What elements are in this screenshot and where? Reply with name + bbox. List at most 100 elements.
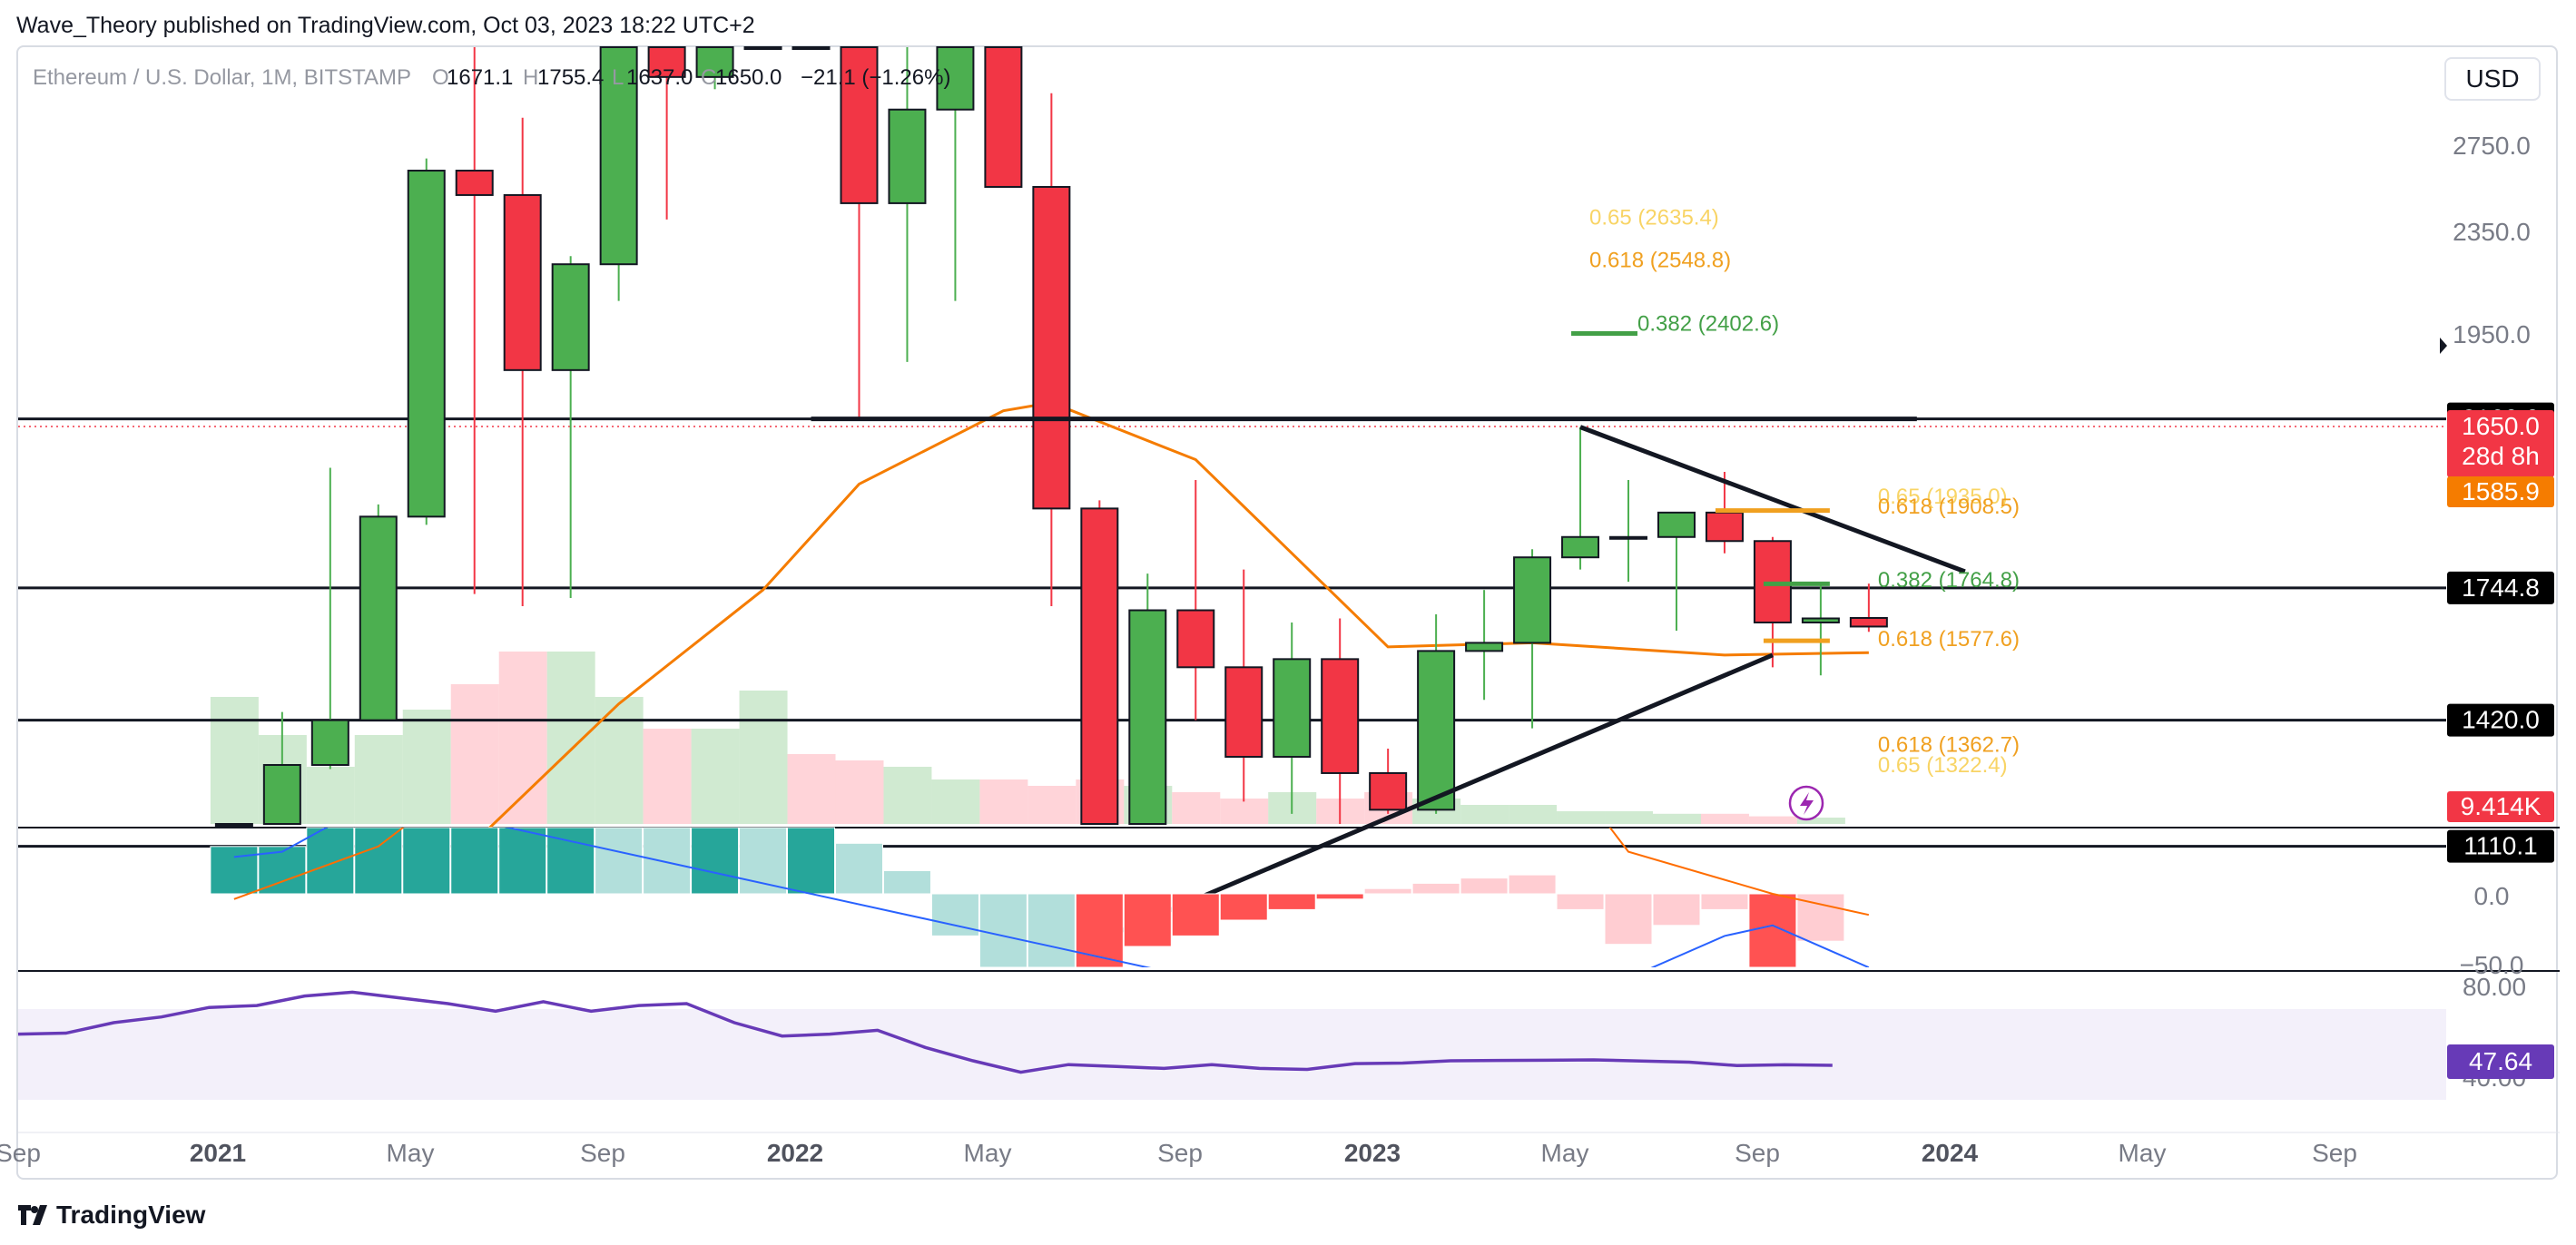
last-price-text: 1650.0: [2462, 412, 2540, 440]
price-axis-tick: 1950.0: [2453, 320, 2531, 348]
candle-body: [1657, 511, 1696, 538]
price-axis-tick: 2750.0: [2453, 132, 2531, 160]
ohlc-value: C: [701, 65, 716, 90]
candle-body: [214, 823, 253, 827]
volume-bar: [354, 735, 403, 824]
time-axis-tick: May: [2119, 1139, 2167, 1167]
volume-bar: [595, 697, 644, 824]
macd-line: [233, 828, 1870, 967]
candle-body: [1224, 666, 1263, 759]
volume-bar: [1172, 792, 1221, 824]
candle-body: [551, 263, 590, 371]
volume-bar: [306, 767, 355, 824]
candle-body: [310, 719, 349, 766]
volume-bar: [498, 652, 547, 824]
macd-histogram-bar: [306, 827, 355, 895]
fib-label: 0.65 (2635.4): [1589, 206, 1719, 230]
candle-body: [455, 170, 494, 196]
candle-body: [1705, 511, 1744, 543]
macd-histogram-bar: [1075, 893, 1124, 968]
time-axis-tick: May: [387, 1139, 435, 1167]
macd-histogram-bar: [691, 827, 740, 895]
time-axis-tick: Sep: [580, 1139, 625, 1167]
volume-bar: [787, 754, 836, 824]
time-axis-tick: 2022: [767, 1139, 823, 1167]
candle-body: [1849, 616, 1888, 628]
macd-histogram-bar: [1267, 893, 1316, 910]
macd-histogram-bar: [1171, 893, 1220, 936]
volume-bar: [450, 684, 499, 824]
volume-bar: [1700, 813, 1749, 824]
ohlc-value: 1671.1: [447, 65, 513, 90]
currency-button[interactable]: USD: [2444, 57, 2541, 101]
rsi-line: [17, 990, 1833, 1074]
candle-body: [840, 46, 879, 204]
ohlc-value: 1637.0: [626, 65, 693, 90]
candle-body: [1609, 535, 1648, 540]
candle-body: [599, 46, 638, 266]
macd-histogram-bar: [882, 869, 931, 895]
level-badge: [2447, 703, 2554, 737]
candle-body: [1465, 642, 1504, 652]
trendline: [1579, 425, 1966, 574]
candle-body: [262, 763, 301, 825]
volume-bar: [1220, 799, 1269, 824]
macd-histogram-bar: [450, 827, 499, 895]
macd-histogram-bar: [1411, 882, 1460, 895]
ohlc-value: O: [432, 65, 449, 90]
tradingview-logo[interactable]: TradingView: [18, 1199, 205, 1231]
trendline: [1098, 652, 1774, 943]
macd-histogram-bar: [210, 846, 259, 895]
candle-body: [503, 193, 542, 371]
macd-histogram-bar: [1700, 893, 1749, 910]
volume-badge-text: 9.414K: [2461, 792, 2542, 820]
macd-histogram-bar: [1652, 893, 1701, 926]
time-axis-tick: Sep: [0, 1139, 41, 1167]
volume-bar: [835, 760, 884, 824]
macd-histogram-bar: [1508, 874, 1557, 895]
macd-histogram-bar: [354, 827, 403, 895]
fib-label: 0.65 (1322.4): [1878, 753, 2008, 778]
candle-body: [888, 108, 927, 204]
volume-badge: [2447, 791, 2554, 822]
time-axis-tick: Sep: [2312, 1139, 2357, 1167]
scroll-arrow-icon[interactable]: [2440, 338, 2447, 354]
rsi-band: [18, 1009, 2446, 1100]
rsi-badge-text: 47.64: [2469, 1047, 2532, 1075]
macd-histogram-bar: [1123, 893, 1172, 947]
candle-body: [1801, 617, 1840, 623]
macd-histogram-bar: [1315, 893, 1364, 900]
ohlc-value: 1755.4: [537, 65, 604, 90]
volume-bar: [1748, 816, 1797, 824]
macd-histogram-bar: [1219, 893, 1268, 921]
macd-histogram-bar: [595, 827, 644, 895]
volume-bar: [643, 729, 692, 824]
candle-body: [1128, 609, 1167, 825]
macd-histogram-bar: [978, 893, 1027, 968]
volume-bar: [883, 767, 932, 824]
brand-name: TradingView: [56, 1201, 206, 1229]
candle-body: [1032, 185, 1071, 510]
volume-bar: [546, 652, 595, 824]
symbol-title: Ethereum / U.S. Dollar, 1M, BITSTAMP: [33, 65, 411, 90]
volume-bar: [1027, 786, 1077, 824]
macd-histogram-bar: [1460, 877, 1509, 895]
macd-histogram-bar: [834, 842, 883, 895]
time-axis-tick: May: [964, 1139, 1012, 1167]
candle-body: [936, 46, 975, 111]
ohlc-value: −21.1 (−1.26%): [801, 65, 950, 90]
lightning-icon[interactable]: [1788, 785, 1824, 821]
level-badge-text: 1420.0: [2462, 706, 2540, 734]
candle-body: [1513, 556, 1552, 644]
time-axis-tick: Sep: [1735, 1139, 1780, 1167]
macd-axis-tick: 0.0: [2474, 882, 2510, 910]
candle-body: [743, 46, 782, 50]
volume-bar: [931, 779, 980, 824]
macd-histogram-bar: [1556, 893, 1605, 910]
candle-body: [695, 46, 734, 78]
level-badge-text: 1744.8: [2462, 573, 2540, 602]
fib-label: 0.618 (2548.8): [1589, 249, 1731, 273]
ohlc-value: 1650.0: [715, 65, 782, 90]
ohlc-value: H: [523, 65, 538, 90]
